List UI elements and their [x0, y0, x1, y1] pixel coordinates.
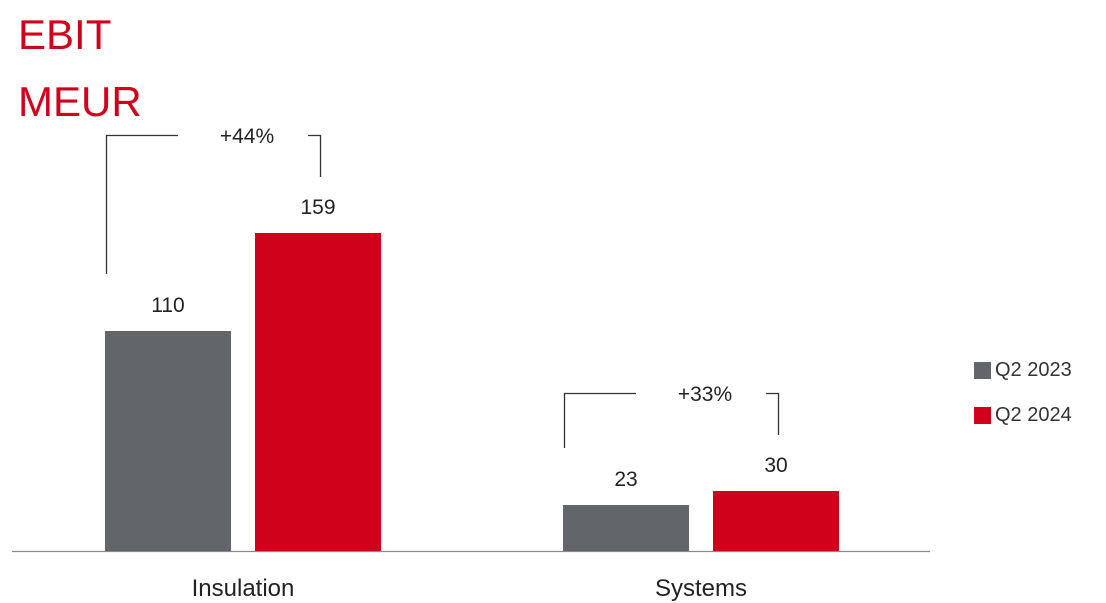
bracket-right-insulation: [308, 134, 322, 177]
growth-bracket-systems: [563, 392, 780, 448]
data-label-systems-q2-2024: 30: [764, 454, 787, 477]
chart-unit: MEUR: [18, 78, 142, 125]
legend-swatch-q2-2023: [974, 361, 991, 379]
data-label-systems-q2-2023: 23: [614, 468, 637, 491]
growth-bracket-insulation: [105, 134, 322, 274]
bar-insulation-q2-2023: [105, 331, 231, 551]
bar-systems-q2-2024: [713, 491, 839, 551]
chart-title: EBIT: [18, 11, 112, 58]
legend-item-q2-2024: Q2 2024: [974, 401, 1072, 429]
bracket-left-insulation: [105, 134, 178, 274]
category-label-insulation: Insulation: [192, 575, 295, 602]
category-label-systems: Systems: [655, 575, 747, 602]
bracket-right-systems: [766, 392, 780, 435]
growth-label-insulation: +44%: [220, 125, 274, 148]
bar-insulation-q2-2024: [255, 233, 381, 551]
legend-item-q2-2023: Q2 2023: [974, 356, 1072, 384]
legend-swatch-q2-2024: [974, 406, 991, 424]
legend-label-q2-2024: Q2 2024: [995, 403, 1072, 426]
bracket-left-systems: [563, 392, 636, 448]
data-label-insulation-q2-2024: 159: [300, 196, 335, 219]
data-label-insulation-q2-2023: 110: [151, 294, 184, 317]
legend: Q2 2023 Q2 2024: [974, 356, 1072, 446]
bar-systems-q2-2023: [563, 505, 689, 551]
legend-label-q2-2023: Q2 2023: [995, 358, 1072, 381]
growth-label-systems: +33%: [678, 383, 732, 406]
